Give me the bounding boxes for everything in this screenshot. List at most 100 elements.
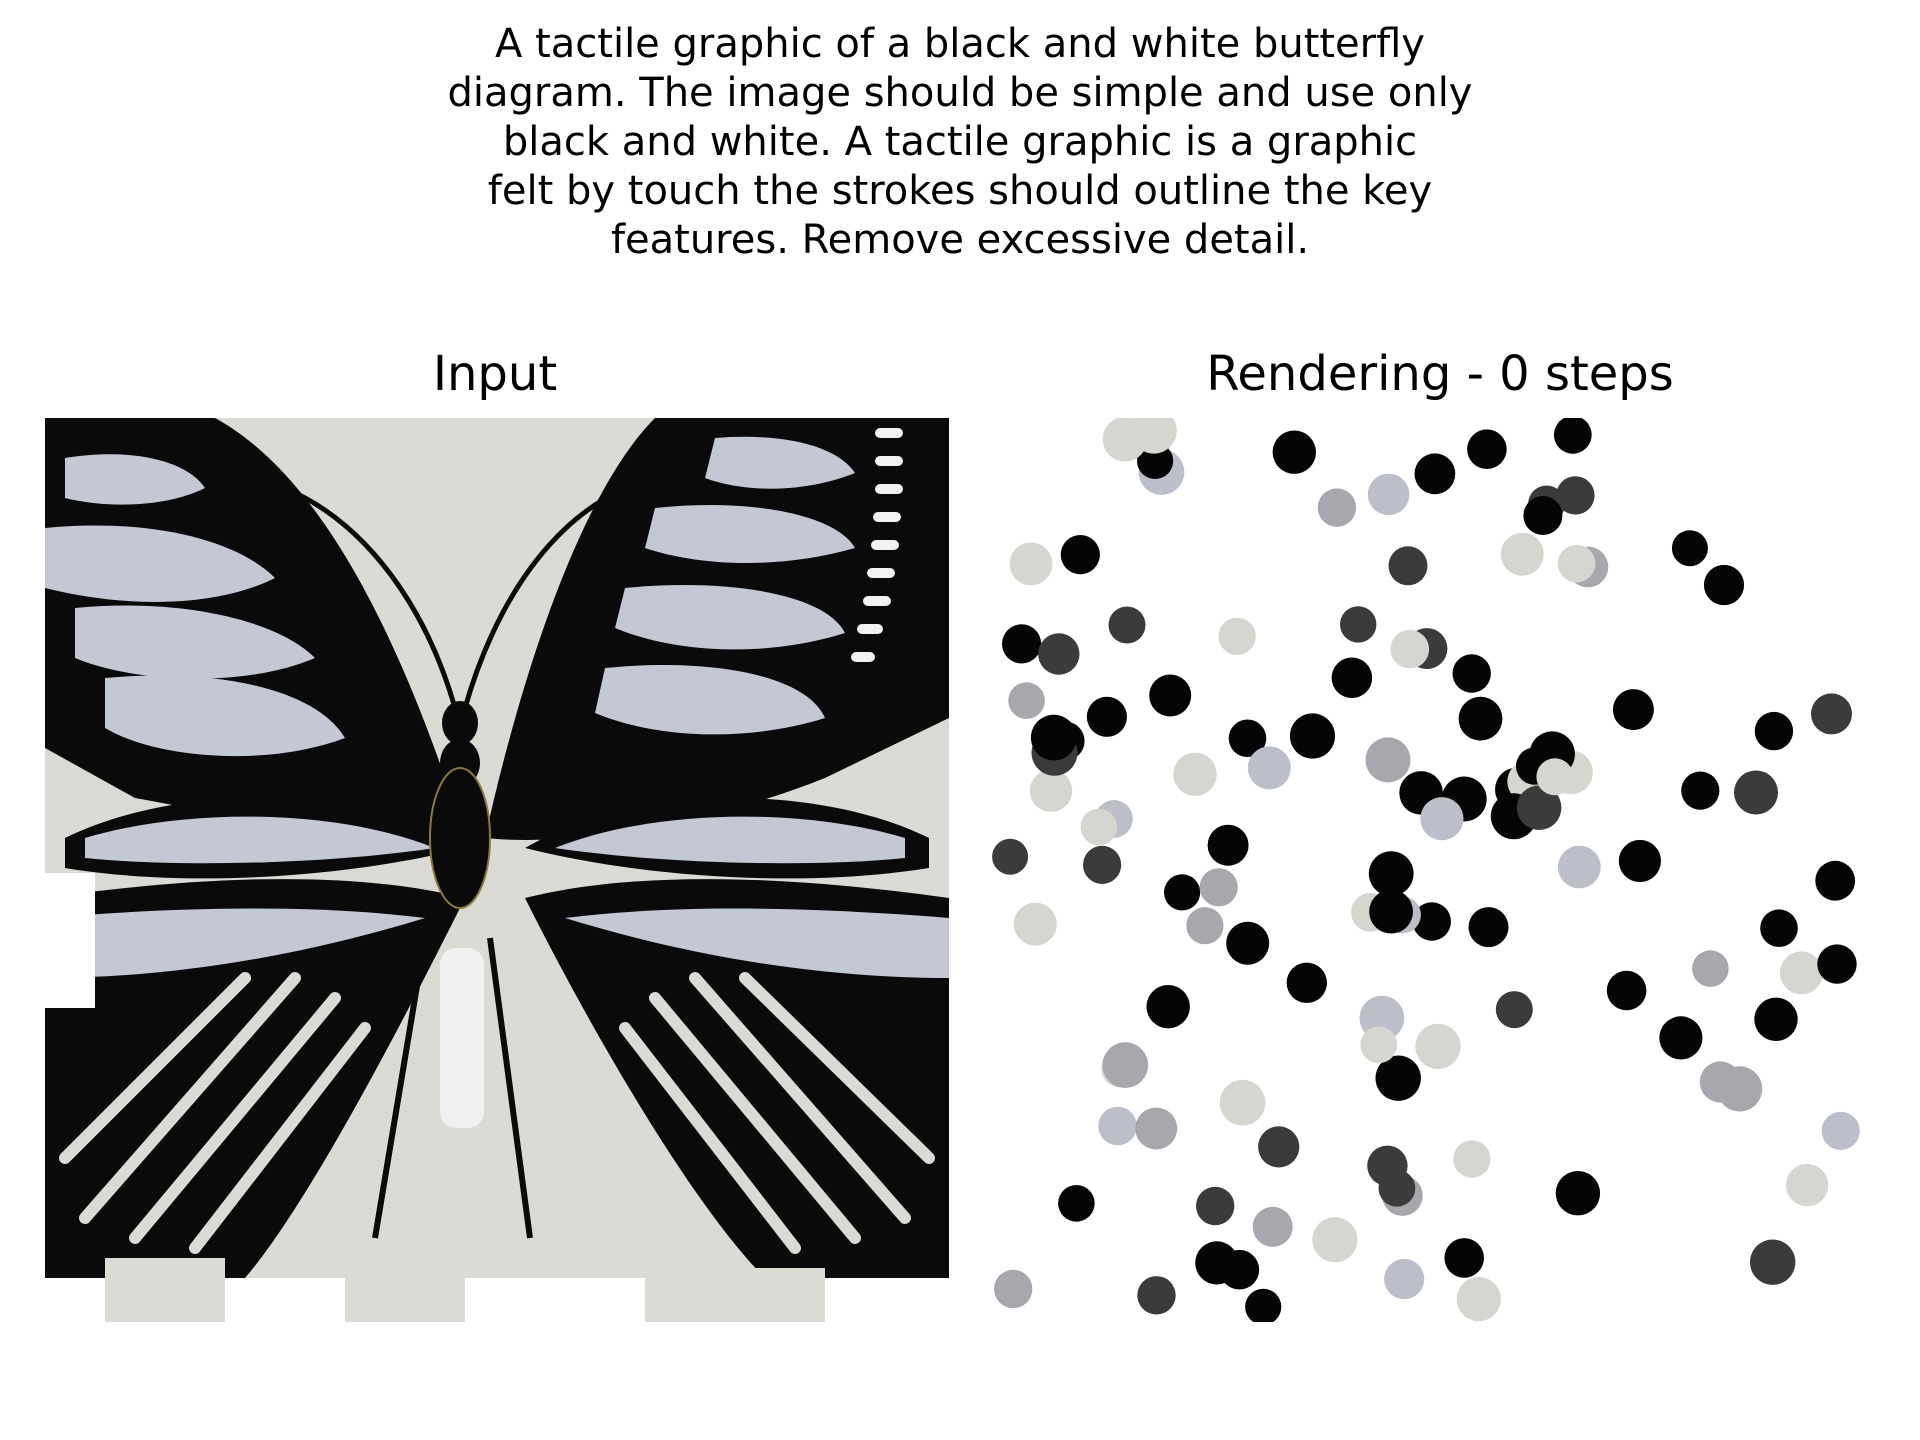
paint-dot [1312, 1217, 1358, 1263]
paint-dot [1821, 1111, 1860, 1150]
prompt-line: diagram. The image should be simple and … [447, 70, 1473, 116]
paint-dot [1536, 758, 1574, 796]
paint-dot [1452, 654, 1491, 693]
paint-dot [1008, 682, 1045, 719]
paint-dot [1196, 1186, 1235, 1226]
paint-dot [1556, 476, 1595, 515]
paint-dot [1186, 907, 1224, 945]
paint-dot [1219, 1079, 1266, 1126]
paint-dot [1199, 868, 1238, 907]
paint-dot [1002, 624, 1042, 664]
paint-dot [1367, 473, 1410, 516]
paint-dot [1340, 606, 1377, 643]
paint-dot [1468, 907, 1509, 948]
paint-dot [1754, 711, 1794, 751]
paint-dot [1272, 430, 1316, 474]
paint-dot [1785, 1163, 1829, 1207]
paint-dot [1555, 1171, 1601, 1216]
paint-dot [1137, 1276, 1176, 1315]
paint-dot [1671, 530, 1708, 567]
paint-dot [1414, 453, 1456, 495]
paint-dot [1375, 1055, 1421, 1101]
paint-dot [1467, 429, 1507, 469]
paint-dot [1618, 839, 1661, 883]
paint-dot [992, 838, 1029, 875]
paint-dot [1811, 693, 1852, 735]
paint-dot [1453, 1140, 1491, 1178]
paint-dot [1717, 1066, 1763, 1112]
paint-dot [1420, 797, 1464, 841]
paint-dot [1173, 752, 1217, 796]
rendering-panel-title: Rendering - 0 steps [1206, 346, 1674, 402]
paint-dot [1080, 808, 1118, 846]
paint-dot [1149, 674, 1192, 717]
paint-dot [1815, 860, 1856, 901]
paint-dot [1009, 542, 1053, 586]
paint-dot [1252, 1206, 1293, 1247]
paint-dot [1030, 714, 1077, 761]
paint-dot [1029, 769, 1073, 812]
paint-dot [1412, 902, 1451, 941]
paint-dot [1557, 544, 1596, 583]
paint-dot [1195, 1241, 1239, 1285]
paint-dot [1415, 1023, 1461, 1069]
paint-dot [1495, 991, 1533, 1029]
paint-dot [1754, 997, 1798, 1041]
paint-dot [1207, 824, 1249, 866]
paint-dot [1779, 951, 1823, 995]
paint-dot [1516, 785, 1562, 830]
paint-dot [1317, 488, 1357, 527]
paint-dot [1703, 564, 1745, 606]
rendering-output-image [990, 418, 1894, 1322]
paint-dot [1164, 874, 1201, 911]
paint-dot [1331, 657, 1373, 699]
paint-dot [1060, 535, 1100, 575]
paint-dot [1086, 696, 1127, 737]
paint-dot [1135, 1107, 1178, 1150]
paint-dot [1226, 921, 1270, 965]
paint-dot [1245, 1288, 1282, 1322]
paint-dot [1369, 889, 1413, 934]
paint-dot [1102, 1042, 1149, 1088]
paint-dot [1098, 1106, 1137, 1146]
paint-dot [1146, 985, 1190, 1029]
paint-dot [1659, 1016, 1703, 1060]
paint-dot [1083, 845, 1122, 884]
paint-dot [1038, 633, 1080, 675]
paint-dot [1612, 689, 1654, 731]
prompt-line: features. Remove excessive detail. [610, 217, 1310, 263]
paint-dot [1108, 606, 1146, 644]
paint-dot [1365, 737, 1411, 783]
paint-dot [1692, 950, 1729, 987]
paint-dot [1247, 746, 1291, 790]
paint-dot [1388, 546, 1428, 586]
paint-dot [1681, 771, 1720, 810]
paint-dot [1378, 1169, 1416, 1207]
prompt-text: A tactile graphic of a black and white b… [360, 20, 1560, 265]
paint-dot [1258, 1126, 1300, 1168]
paint-dot [1456, 1277, 1501, 1322]
paint-dot [1523, 496, 1563, 535]
paint-dot [1013, 902, 1057, 946]
paint-dot [1286, 962, 1327, 1003]
paint-dot [1760, 909, 1798, 947]
paint-dot [1557, 845, 1601, 889]
paint-dot [1102, 418, 1148, 462]
prompt-line: A tactile graphic of a black and white b… [495, 21, 1425, 67]
prompt-line: felt by touch the strokes should outline… [487, 168, 1433, 214]
paint-dot [1750, 1239, 1796, 1285]
paint-dot [1500, 532, 1544, 576]
paint-dot [1289, 713, 1336, 759]
paint-dot [1384, 1258, 1425, 1300]
paint-dot [1368, 851, 1414, 896]
paint-dot [1817, 944, 1857, 984]
paint-dot [1228, 719, 1267, 758]
paint-dot [1360, 1026, 1398, 1064]
paint-dot [1218, 617, 1256, 655]
input-butterfly-image [45, 418, 949, 1322]
paint-dot [1458, 696, 1503, 741]
paint-dot [1606, 970, 1647, 1011]
input-panel-title: Input [432, 346, 558, 402]
paint-dot [1444, 1238, 1484, 1278]
paint-dot [1734, 770, 1778, 815]
